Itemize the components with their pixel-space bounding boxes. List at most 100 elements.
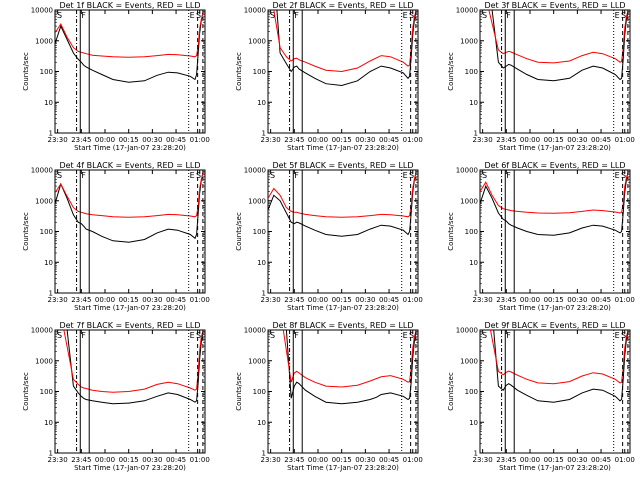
marker-label-f: F (81, 331, 86, 340)
x-tick-label: 00:45 (591, 136, 611, 144)
x-tick-label: 00:15 (544, 136, 564, 144)
x-tick-label: 00:00 (308, 136, 328, 144)
y-tick-label: 1000 (248, 37, 266, 45)
x-tick-label: 00:30 (355, 456, 375, 464)
marker-label-s: S (270, 11, 275, 20)
x-tick-label: 01:00 (615, 296, 635, 304)
marker-label-s: S (196, 11, 201, 20)
panel-det-1: Det 1f BLACK = Events, RED = LLD 1 10 100 10… (22, 1, 210, 152)
x-tick-label: 00:15 (544, 296, 564, 304)
x-tick-label: 23:45 (496, 136, 516, 144)
x-tick-label: 00:15 (332, 456, 352, 464)
y-axis-label: Counts/sec (22, 372, 30, 411)
marker-label-f: F (81, 11, 86, 20)
series-events (268, 172, 417, 237)
x-axis-label: Start Time (17-Jan-07 23:28:20) (499, 304, 611, 312)
x-axis-label: Start Time (17-Jan-07 23:28:20) (287, 144, 399, 152)
marker-label-s: S (270, 171, 275, 180)
x-tick-label: 23:30 (473, 296, 493, 304)
x-tick-label: 23:30 (48, 296, 68, 304)
marker-label-s: S (57, 331, 62, 340)
marker-label-s: S (482, 171, 487, 180)
y-tick-label: 100 (465, 68, 478, 76)
panel-title: Det 3f BLACK = Events, RED = LLD (484, 1, 625, 10)
x-tick-label: 23:45 (284, 296, 304, 304)
y-tick-label: 1 (474, 290, 478, 298)
panel-det-9: Det 9f BLACK = Events, RED = LLD 1 10 100 10… (447, 321, 635, 472)
marker-label-s: S (621, 331, 626, 340)
y-axis-label: Counts/sec (447, 372, 455, 411)
x-axis-label: Start Time (17-Jan-07 23:28:20) (287, 304, 399, 312)
x-tick-label: 00:15 (119, 136, 139, 144)
marker-label-f: F (294, 331, 299, 340)
series-lld (282, 330, 417, 388)
y-tick-label: 10000 (31, 327, 53, 335)
x-tick-label: 01:00 (190, 296, 210, 304)
y-tick-label: 10 (257, 259, 266, 267)
y-tick-label: 1 (49, 290, 53, 298)
x-tick-label: 00:30 (567, 456, 587, 464)
panel-title: Det 2f BLACK = Events, RED = LLD (272, 1, 413, 10)
y-tick-label: 10 (469, 259, 478, 267)
marker-label-s: S (409, 331, 414, 340)
x-axis-label: Start Time (17-Jan-07 23:28:20) (499, 464, 611, 472)
x-tick-label: 00:15 (332, 136, 352, 144)
panel-det-6: Det 6f BLACK = Events, RED = LLD 1 10 100 10… (447, 161, 635, 312)
panel-title: Det 9f BLACK = Events, RED = LLD (484, 321, 625, 330)
marker-label-e: E (190, 171, 195, 180)
x-tick-label: 00:00 (95, 296, 115, 304)
x-tick-label: 23:45 (496, 456, 516, 464)
y-tick-label: 1 (49, 450, 53, 458)
marker-label-f: F (506, 11, 511, 20)
x-tick-label: 00:45 (166, 456, 186, 464)
x-tick-label: 00:45 (591, 296, 611, 304)
y-axis-label: Counts/sec (22, 212, 30, 251)
y-tick-label: 10000 (31, 7, 53, 15)
panel-title: Det 1f BLACK = Events, RED = LLD (59, 1, 200, 10)
y-tick-label: 10000 (456, 327, 478, 335)
y-tick-label: 1000 (248, 197, 266, 205)
y-tick-label: 1 (474, 450, 478, 458)
x-tick-label: 01:00 (403, 296, 423, 304)
x-tick-label: 00:00 (520, 296, 540, 304)
x-tick-label: 23:45 (71, 136, 91, 144)
y-tick-label: 10000 (456, 167, 478, 175)
y-tick-label: 1000 (35, 37, 53, 45)
x-tick-label: 00:00 (520, 136, 540, 144)
y-tick-label: 1000 (460, 37, 478, 45)
marker-label-s: S (482, 331, 487, 340)
marker-label-s: S (57, 171, 62, 180)
x-tick-label: 23:45 (284, 456, 304, 464)
panel-det-2: Det 2f BLACK = Events, RED = LLD 1 10 100 10… (235, 1, 423, 152)
x-axis-label: Start Time (17-Jan-07 23:28:20) (287, 464, 399, 472)
x-tick-label: 00:00 (308, 456, 328, 464)
y-tick-label: 10 (257, 419, 266, 427)
x-tick-label: 01:00 (615, 136, 635, 144)
x-tick-label: 00:30 (142, 296, 162, 304)
x-tick-label: 00:30 (567, 136, 587, 144)
marker-label-f: F (294, 11, 299, 20)
x-tick-label: 23:30 (473, 136, 493, 144)
y-axis-label: Counts/sec (235, 372, 243, 411)
x-axis-label: Start Time (17-Jan-07 23:28:20) (499, 144, 611, 152)
marker-label-e: E (190, 331, 195, 340)
marker-label-s: S (409, 11, 414, 20)
y-tick-label: 10000 (31, 167, 53, 175)
y-tick-label: 100 (253, 388, 266, 396)
y-tick-label: 10000 (244, 167, 266, 175)
marker-label-s: S (482, 11, 487, 20)
y-tick-label: 10 (257, 99, 266, 107)
x-tick-label: 00:45 (379, 456, 399, 464)
x-tick-label: 00:45 (591, 456, 611, 464)
marker-label-e: E (615, 331, 620, 340)
y-tick-label: 1000 (460, 357, 478, 365)
y-tick-label: 100 (465, 228, 478, 236)
x-tick-label: 00:15 (119, 456, 139, 464)
y-tick-label: 1 (49, 130, 53, 138)
marker-label-e: E (403, 331, 408, 340)
y-axis-label: Counts/sec (235, 212, 243, 251)
y-tick-label: 100 (40, 228, 53, 236)
y-tick-label: 1000 (460, 197, 478, 205)
